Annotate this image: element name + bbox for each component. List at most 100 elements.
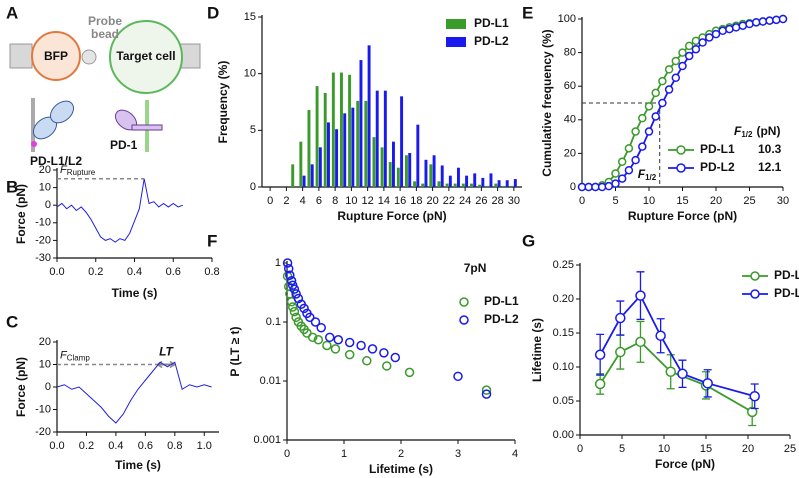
bar xyxy=(340,72,343,187)
probe-bead xyxy=(81,49,97,65)
point xyxy=(356,340,366,351)
x-tick-label: 0.4 xyxy=(127,266,142,278)
diagram: A BFP Probe bead Target cell PD-L1/L2 PD… xyxy=(6,3,201,168)
x-tick-label: 25 xyxy=(743,195,755,207)
bar xyxy=(356,100,360,187)
bar xyxy=(348,74,352,187)
x-tick-label: 6 xyxy=(316,195,322,207)
marker xyxy=(631,127,640,136)
bar xyxy=(315,86,319,187)
marker xyxy=(677,368,688,380)
target-cell xyxy=(109,20,183,94)
x-axis-title: Time (s) xyxy=(112,286,158,300)
annotation: FRupture xyxy=(60,164,96,177)
point xyxy=(322,340,332,351)
x-tick-label: 0.2 xyxy=(88,266,103,278)
x-tick-label: 4 xyxy=(300,195,306,207)
x-tick-label: 0.6 xyxy=(138,440,153,452)
point xyxy=(310,317,321,327)
bar xyxy=(388,162,392,187)
legend-swatch xyxy=(446,37,466,47)
bar xyxy=(396,167,400,187)
x-tick-label: 16 xyxy=(394,195,406,207)
bar xyxy=(481,177,485,187)
marker xyxy=(702,378,713,389)
marker xyxy=(594,378,606,390)
y-tick-label: 0.20 xyxy=(553,293,574,305)
x-tick-label: 30 xyxy=(777,195,789,207)
point xyxy=(325,332,335,343)
x-tick-label: 0.0 xyxy=(49,266,64,278)
point xyxy=(316,322,326,333)
panel-label: F xyxy=(207,231,217,250)
y-tick-label: -30 xyxy=(35,252,51,264)
y-tick-label: 10 xyxy=(244,68,256,80)
panel-label: B xyxy=(6,177,18,196)
y-tick-label: -10 xyxy=(35,217,51,229)
x-tick-label: 10 xyxy=(658,443,670,455)
bar xyxy=(494,183,498,187)
x-axis-title: Force (pN) xyxy=(655,457,715,471)
y-tick-label: 0.00 xyxy=(553,429,574,441)
x-tick-label: 2 xyxy=(283,195,289,207)
point xyxy=(333,335,344,345)
line xyxy=(56,178,184,243)
marker xyxy=(738,21,748,30)
line xyxy=(599,294,755,398)
point xyxy=(293,293,304,304)
y-axis-title: Cumulative frequency (%) xyxy=(540,29,554,176)
bar xyxy=(424,159,428,187)
legend-label: PD-L2 xyxy=(484,312,519,326)
x-tick-label: 14 xyxy=(378,195,390,207)
point xyxy=(379,348,389,358)
marker xyxy=(698,38,707,47)
point xyxy=(283,263,294,274)
bar xyxy=(461,183,465,187)
y-tick-label: 5 xyxy=(250,124,256,136)
x-tick-label: 0 xyxy=(267,195,273,207)
y-axis-title: Force (pN) xyxy=(14,357,28,417)
point xyxy=(404,367,415,378)
label-subscript: Clamp xyxy=(67,354,91,363)
x-tick-label: 0.2 xyxy=(79,440,94,452)
target-label: Target cell xyxy=(116,49,175,63)
legend-label: PD-L1 xyxy=(474,16,509,30)
panel-label: A xyxy=(6,3,18,22)
y-tick-label: 0.001 xyxy=(253,434,281,446)
bar xyxy=(445,183,449,187)
probe-label: Probe xyxy=(88,14,122,28)
marker xyxy=(751,18,761,27)
x-tick-label: 3 xyxy=(455,448,461,460)
marker xyxy=(772,15,781,25)
y-tick-label: 15 xyxy=(244,11,256,23)
marker xyxy=(684,41,694,51)
y-tick-label: 20 xyxy=(39,336,51,348)
point xyxy=(289,284,300,294)
x-tick-label: 15 xyxy=(700,443,712,455)
x-tick-label: 0.8 xyxy=(204,266,219,278)
x-tick-label: 0 xyxy=(579,195,585,207)
receptor-stalk xyxy=(131,124,163,131)
bar xyxy=(457,167,460,187)
y-tick-label: 10 xyxy=(39,358,51,370)
bar xyxy=(331,72,335,187)
bar xyxy=(310,164,314,187)
bar xyxy=(437,181,441,187)
point xyxy=(382,361,392,371)
marker xyxy=(638,142,647,151)
x-tick-label: 22 xyxy=(443,195,455,207)
y-tick-label: 0 xyxy=(250,181,256,193)
y-tick-label: -10 xyxy=(35,403,51,415)
legend-marker xyxy=(459,315,469,325)
x-axis-title: Time (s) xyxy=(115,458,161,472)
x-tick-label: 18 xyxy=(410,195,422,207)
label-subscript: 1/2 xyxy=(741,130,753,139)
pipette xyxy=(179,43,201,69)
point xyxy=(481,385,492,395)
probe-label: bead xyxy=(91,27,119,41)
x-tick-label: 12 xyxy=(362,195,374,207)
bar xyxy=(448,175,452,187)
bar xyxy=(408,153,412,187)
label-subscript: Rupture xyxy=(67,168,96,177)
x-tick-label: 4 xyxy=(512,448,518,460)
